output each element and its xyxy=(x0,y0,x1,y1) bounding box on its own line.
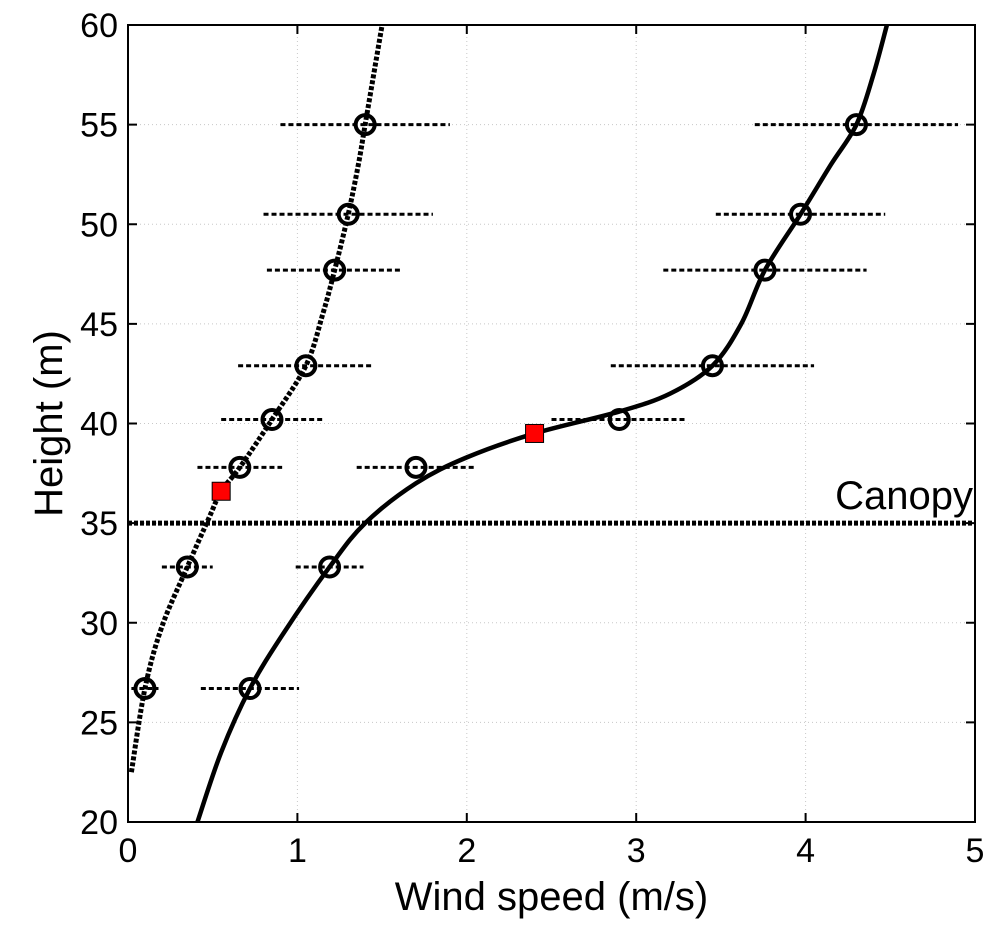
data-point xyxy=(133,677,157,701)
data-point xyxy=(318,555,342,579)
x-tick-label: 5 xyxy=(966,832,985,870)
y-tick-label: 25 xyxy=(80,704,118,742)
y-tick-label: 45 xyxy=(80,306,118,344)
x-tick-label: 2 xyxy=(457,832,476,870)
data-point xyxy=(353,113,377,137)
series-2 xyxy=(195,24,959,823)
data-point xyxy=(607,408,631,432)
inflection-marker xyxy=(211,481,231,501)
y-tick-label: 35 xyxy=(80,505,118,543)
x-tick-label: 3 xyxy=(627,832,646,870)
canopy-layer: Canopy xyxy=(128,474,975,526)
data-point xyxy=(404,455,428,479)
canopy-label: Canopy xyxy=(835,474,973,518)
x-tick-label: 4 xyxy=(796,832,815,870)
data-point xyxy=(700,354,724,378)
fit-curve xyxy=(128,24,385,773)
y-tick-label: 30 xyxy=(80,605,118,643)
data-point xyxy=(844,113,868,137)
series-layer xyxy=(128,24,959,823)
data-point xyxy=(175,555,199,579)
axes xyxy=(127,24,976,823)
inflection-marker xyxy=(525,423,545,443)
y-tick-label: 50 xyxy=(80,206,118,244)
data-point xyxy=(260,408,284,432)
data-point xyxy=(323,258,347,282)
y-tick-label: 20 xyxy=(80,804,118,842)
x-axis-title: Wind speed (m/s) xyxy=(395,875,708,919)
data-point xyxy=(294,354,318,378)
y-axis-title: Height (m) xyxy=(27,330,71,517)
y-tick-label: 40 xyxy=(80,406,118,444)
y-tick-label: 60 xyxy=(80,7,118,45)
grid xyxy=(128,25,975,822)
fit-curve xyxy=(195,24,890,823)
x-tick-label: 1 xyxy=(288,832,307,870)
data-point xyxy=(753,258,777,282)
data-point xyxy=(238,677,262,701)
plot-frame xyxy=(127,24,976,823)
y-tick-label: 55 xyxy=(80,107,118,145)
series-1 xyxy=(128,24,450,773)
data-point xyxy=(228,455,252,479)
data-point xyxy=(336,202,360,226)
x-tick-label: 0 xyxy=(119,832,138,870)
data-point xyxy=(789,202,813,226)
